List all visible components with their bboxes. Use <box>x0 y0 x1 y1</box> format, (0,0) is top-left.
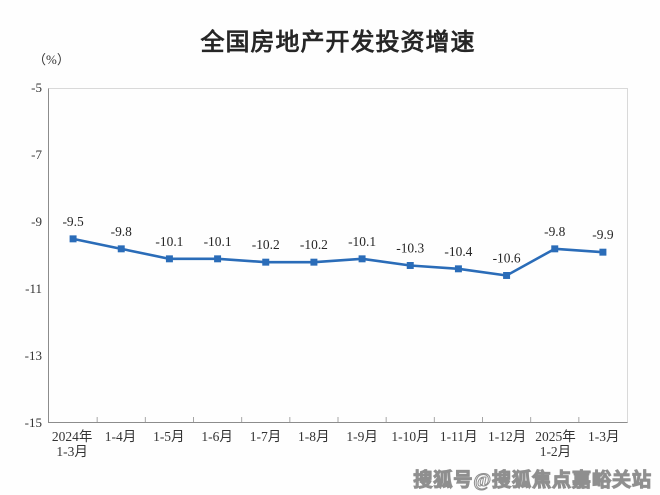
data-point-marker <box>358 255 366 263</box>
x-axis: 2024年 1-3月 1-4月 1-5月 1-6月 1-7月 1-8月 1-9月 1-10月 1… <box>48 429 628 459</box>
x-tick-label: 1-5月 <box>153 429 185 444</box>
y-tick-label: -15 <box>24 415 42 430</box>
data-point-marker <box>310 258 318 266</box>
data-point-label: -10.1 <box>155 234 183 249</box>
watermark: 搜狐号@搜狐焦点嘉峪关站 <box>413 470 652 492</box>
y-tick-label: -7 <box>31 147 42 162</box>
data-point-marker <box>551 245 559 253</box>
x-tick-label: 2025年 1-2月 <box>535 429 576 459</box>
y-axis-unit-label: （%） <box>33 52 70 67</box>
x-tick-label: 1-4月 <box>104 429 137 444</box>
data-point-marker <box>117 245 125 253</box>
data-point-label: -10.1 <box>348 234 376 249</box>
y-tick-label: -5 <box>31 80 42 95</box>
data-point-label: -9.5 <box>62 214 84 229</box>
x-tick-label: 2024年 1-3月 <box>51 429 93 459</box>
chart-title: 全国房地产开发投资增速 <box>200 30 476 56</box>
data-point-marker <box>165 255 173 263</box>
x-tick-label: 1-12月 <box>487 429 527 444</box>
y-axis: -5 -7 -9 -11 -13 -15 <box>0 80 42 430</box>
data-point-label: -10.1 <box>204 234 232 249</box>
data-point-label: -9.8 <box>111 224 133 239</box>
data-point-label: -9.8 <box>544 224 566 239</box>
data-point-marker <box>406 262 414 269</box>
y-tick-label: -11 <box>25 281 42 296</box>
x-tick-label: 1-6月 <box>201 429 233 444</box>
data-point-marker <box>262 258 270 266</box>
data-point-label: -10.3 <box>396 241 424 256</box>
data-point-label: -9.9 <box>592 227 614 242</box>
x-tick-label: 1-8月 <box>298 429 330 444</box>
data-point-label: -10.6 <box>493 251 521 266</box>
y-tick-label: -9 <box>31 214 42 229</box>
plot-area: -9.5 -9.8 -10.1 -10.1 -10.2 -10.2 -10.1 -10.3 -1… <box>48 88 628 423</box>
x-tick-label: 1-11月 <box>439 429 478 444</box>
data-point-label: -10.4 <box>444 244 472 259</box>
data-point-label: -10.2 <box>252 237 280 252</box>
x-tick-label: 1-10月 <box>391 429 430 444</box>
line-series-svg: -9.5 -9.8 -10.1 -10.1 -10.2 -10.2 -10.1 -10.3 -1… <box>62 214 614 422</box>
x-tick-label: 1-9月 <box>346 429 378 444</box>
series-line <box>71 237 605 277</box>
data-point-label: -10.2 <box>300 237 328 252</box>
y-tick-label: -13 <box>24 348 42 363</box>
data-point-marker <box>214 255 222 263</box>
data-point-marker <box>599 248 607 256</box>
data-point-marker <box>69 235 77 243</box>
x-tick-label: 1-3月 <box>588 429 620 444</box>
data-point-marker <box>454 265 462 273</box>
data-point-marker <box>503 272 511 279</box>
x-tick-label: 1-7月 <box>249 429 282 444</box>
